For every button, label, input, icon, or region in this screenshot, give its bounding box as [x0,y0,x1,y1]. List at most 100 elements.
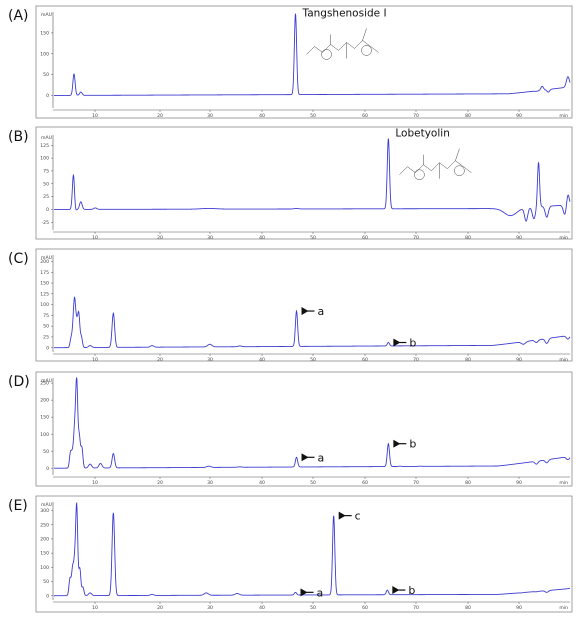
y-tick-label: 0 [46,466,49,472]
x-tick-label: 80 [465,113,471,119]
y-tick-label: 50 [43,579,49,585]
chromatogram-panel-3: (C) mAU 0 25 50 75 100 125 150 175 200 10 20 30 40 50 60… [8,248,573,363]
panel-frame [35,248,573,362]
y-tick-label: 175 [40,270,49,276]
x-tick-label: 60 [362,113,368,119]
chromatogram-trace [54,296,571,349]
y-tick-label: 300 [40,508,49,514]
peak-label: b [408,584,415,597]
panel-frame [35,126,573,240]
x-tick-label: 50 [310,113,316,119]
x-tick-label: 40 [259,235,265,241]
structure-diagram [306,28,379,60]
x-tick-label: 60 [362,480,368,486]
x-tick-label: 30 [207,480,213,486]
x-tick-label: 40 [259,605,265,611]
chromatogram-trace [54,13,571,96]
x-tick-label: 70 [413,113,419,119]
x-tick-label: 60 [362,235,368,241]
x-tick-label: 40 [259,113,265,119]
y-tick-label: 200 [40,259,49,265]
x-tick-label: 20 [157,113,163,119]
y-unit-label: mAU [41,12,52,18]
x-tick-label: 70 [413,605,419,611]
x-tick-label: 60 [362,357,368,363]
x-tick-label: 30 [207,113,213,119]
x-tick-label: 80 [465,235,471,241]
chromatogram-panel-5: (E) mAU 0 50 100 150 200 250 300 10 20 30 40 50 60 70 80… [8,495,573,613]
x-tick-label: 90 [516,113,522,119]
y-tick-label: 0 [46,593,49,599]
x-tick-label: 80 [465,605,471,611]
x-tick-label: 10 [92,235,98,241]
chromatogram-panel-4: (D) mAU 0 50 100 150 200 250 10 20 30 40 50 60 70 80 90 m… [8,371,573,487]
peak-label: c [355,510,361,523]
x-tick-label: 90 [516,357,522,363]
x-unit-label: min [559,235,568,241]
x-tick-label: 90 [516,605,522,611]
y-tick-label: 25 [43,335,49,341]
chromatogram-trace [54,501,571,597]
y-unit-label: mAU [41,378,52,384]
x-tick-label: 10 [92,605,98,611]
y-tick-label: 100 [40,432,49,438]
y-tick-label: 250 [40,522,49,528]
panel-frame [35,495,573,613]
y-tick-label: 250 [40,381,49,387]
x-tick-label: 20 [157,480,163,486]
y-tick-label: 150 [40,30,49,36]
panel-label: (B) [8,129,29,145]
y-tick-label: 125 [40,291,49,297]
y-unit-label: mAU [41,502,52,508]
x-tick-label: 50 [310,357,316,363]
x-tick-label: 20 [157,605,163,611]
x-tick-label: 70 [413,235,419,241]
panel-frame [35,371,573,487]
x-tick-label: 80 [465,357,471,363]
x-tick-label: 80 [465,480,471,486]
x-unit-label: min [559,113,568,119]
chromatogram-panel-1: (A) mAU 0 50 100 150 10 20 30 40 50 60 70 80 90 min Tang… [8,5,573,119]
y-tick-label: 150 [40,415,49,421]
peak-label: a [318,451,325,464]
peak-label: a [316,586,323,599]
y-tick-label: 50 [43,324,49,330]
y-tick-label: 125 [40,143,49,149]
x-tick-label: 20 [157,357,163,363]
y-tick-label: 100 [40,51,49,57]
y-tick-label: 0 [46,207,49,213]
chromatogram-panel-2: (B) mAU -25 0 25 50 75 100 125 10 20 30 40 50 60 70 80 90… [8,126,573,241]
y-tick-label: 0 [46,345,49,351]
x-unit-label: min [559,357,568,363]
panel-label: (D) [8,374,30,390]
x-tick-label: 40 [259,480,265,486]
peak-label: b [409,438,416,451]
y-tick-label: 25 [43,194,49,200]
y-tick-label: 50 [43,449,49,455]
x-tick-label: 30 [207,357,213,363]
y-tick-label: 200 [40,537,49,543]
peak-label: b [409,337,416,350]
x-unit-label: min [559,480,568,486]
y-tick-label: 75 [43,169,49,175]
panel-frame [35,5,573,119]
y-tick-label: 50 [43,72,49,78]
x-tick-label: 40 [259,357,265,363]
x-tick-label: 70 [413,357,419,363]
compound-label: Tangshenoside I [302,7,387,19]
x-tick-label: 30 [207,605,213,611]
compound-label: Lobetyolin [395,128,449,140]
x-tick-label: 90 [516,480,522,486]
y-unit-label: mAU [41,255,52,261]
x-tick-label: 70 [413,480,419,486]
panel-label: (C) [8,251,29,267]
peak-label: a [318,305,325,318]
x-tick-label: 50 [310,605,316,611]
x-unit-label: min [559,605,568,611]
x-tick-label: 10 [92,480,98,486]
y-tick-label: -25 [41,220,49,226]
chromatogram-trace [54,377,571,469]
y-tick-label: 150 [40,551,49,557]
x-tick-label: 20 [157,235,163,241]
y-tick-label: 75 [43,313,49,319]
